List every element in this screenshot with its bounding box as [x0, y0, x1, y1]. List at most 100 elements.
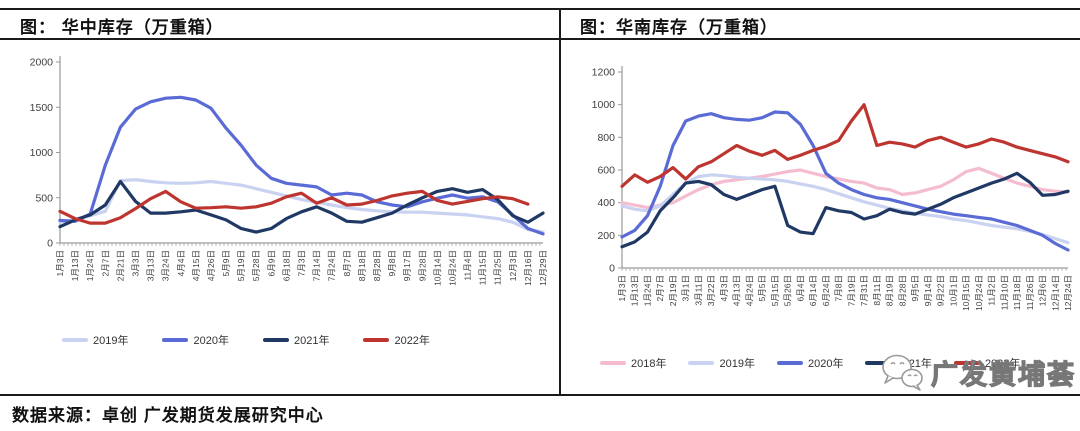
svg-text:10月1日: 10月1日 [948, 275, 958, 306]
svg-text:7月3日: 7月3日 [297, 250, 307, 276]
svg-text:1月3日: 1月3日 [55, 250, 65, 276]
svg-text:4月13日: 4月13日 [732, 275, 742, 306]
series-line-2019年 [620, 173, 1070, 245]
legend-item-2018年: 2018年 [600, 355, 666, 371]
svg-text:6月14日: 6月14日 [808, 275, 818, 306]
svg-text:11月18日: 11月18日 [1012, 275, 1022, 310]
series-line-2018年 [620, 166, 1070, 210]
legend-south-china: 2018年 2019年 2020年 2021年 2022年 [600, 355, 1020, 371]
series-line-2020年 [620, 110, 1070, 252]
legend-item-2022年: 2022年 [953, 355, 1021, 371]
svg-text:12月29日: 12月29日 [538, 250, 548, 286]
legend-label: 2018年 [631, 358, 667, 370]
svg-text:1月24日: 1月24日 [642, 275, 652, 306]
watermark-text: 广发黄埔荟 [930, 359, 1076, 390]
legend-item-2019年: 2019年 [62, 332, 128, 348]
svg-text:9月17日: 9月17日 [402, 250, 412, 281]
svg-text:200: 200 [597, 230, 615, 242]
svg-text:3月24日: 3月24日 [161, 250, 171, 281]
svg-text:2月7日: 2月7日 [655, 275, 665, 301]
svg-text:6月24日: 6月24日 [821, 275, 831, 306]
central-china-inventory-chart: 0 500 1000 1500 2000 1月3日 1月13日 1月24日 2月7日 2月21日 3… [30, 56, 548, 286]
wechat-logo-icon [882, 354, 923, 391]
chart-title-south-china: 图：华南库存（万重箱） [580, 18, 778, 37]
svg-text:500: 500 [35, 192, 53, 204]
svg-text:10月24日: 10月24日 [447, 250, 457, 286]
legend-label: 2019年 [93, 335, 129, 347]
svg-text:9月8日: 9月8日 [387, 250, 397, 276]
svg-text:5月15日: 5月15日 [770, 275, 780, 306]
svg-text:400: 400 [597, 197, 615, 209]
legend-label: 2019年 [719, 358, 755, 370]
legend-item-2020年: 2020年 [776, 355, 844, 371]
svg-text:6月4日: 6月4日 [795, 275, 805, 301]
series-line-2021年 [58, 179, 545, 234]
svg-text:4月26日: 4月26日 [206, 250, 216, 281]
svg-text:4月24日: 4月24日 [744, 275, 754, 306]
legend-swatch [688, 361, 715, 365]
svg-text:3月11日: 3月11日 [693, 275, 703, 306]
title-underline-rule [0, 38, 1080, 40]
series-line-2021年 [620, 171, 1070, 249]
svg-text:1000: 1000 [592, 99, 616, 111]
svg-text:10月14日: 10月14日 [432, 250, 442, 286]
svg-text:5月9日: 5月9日 [221, 250, 231, 276]
svg-text:8月28日: 8月28日 [897, 275, 907, 306]
svg-text:600: 600 [597, 165, 615, 177]
legend-swatch [262, 338, 289, 342]
legend-label: 2022年 [984, 358, 1021, 370]
svg-text:2月7日: 2月7日 [100, 250, 110, 276]
legend-label: 2021年 [293, 335, 330, 347]
svg-text:1月13日: 1月13日 [630, 275, 640, 306]
svg-text:11月10日: 11月10日 [999, 275, 1009, 310]
svg-text:11月25日: 11月25日 [493, 250, 503, 285]
watermark: 广发黄埔荟 [879, 352, 1076, 392]
svg-text:2000: 2000 [30, 57, 54, 69]
bottom-rule [0, 394, 1080, 396]
svg-text:5月5日: 5月5日 [757, 275, 767, 301]
legend-swatch [865, 361, 892, 365]
svg-text:11月15日: 11月15日 [478, 250, 488, 285]
svg-text:6月18日: 6月18日 [281, 250, 291, 281]
svg-text:7月19日: 7月19日 [846, 275, 856, 306]
legend-swatch [600, 361, 626, 365]
svg-text:11月4日: 11月4日 [463, 250, 473, 281]
svg-text:8月28日: 8月28日 [372, 250, 382, 281]
svg-text:1200: 1200 [592, 67, 616, 79]
legend-item-2021年: 2021年 [262, 332, 330, 348]
svg-text:6月9日: 6月9日 [266, 250, 276, 276]
svg-text:3月1日: 3月1日 [681, 275, 691, 301]
svg-text:8月11日: 8月11日 [872, 275, 882, 306]
svg-text:4月15日: 4月15日 [191, 250, 201, 281]
svg-text:11月2日: 11月2日 [987, 275, 997, 306]
svg-text:0: 0 [47, 238, 53, 250]
legend-item-2022年: 2022年 [363, 332, 430, 348]
legend-swatch [162, 338, 189, 342]
legend-swatch [62, 338, 88, 342]
svg-text:800: 800 [597, 132, 615, 144]
svg-text:12月24日: 12月24日 [1063, 275, 1073, 311]
series-line-2022年 [620, 103, 1070, 188]
svg-text:9月14日: 9月14日 [923, 275, 933, 306]
series-line-2019年 [58, 178, 545, 234]
svg-text:9月22日: 9月22日 [936, 275, 946, 306]
panel-divider [559, 8, 561, 396]
svg-text:7月14日: 7月14日 [312, 250, 322, 281]
svg-text:1月24日: 1月24日 [85, 250, 95, 281]
svg-text:7月24日: 7月24日 [327, 250, 337, 281]
svg-text:1月13日: 1月13日 [70, 250, 80, 281]
svg-text:4月4日: 4月4日 [176, 250, 186, 276]
legend-swatch [776, 361, 803, 365]
legend-label: 2020年 [807, 358, 844, 370]
svg-text:10月15日: 10月15日 [961, 275, 971, 311]
svg-text:12月16日: 12月16日 [523, 250, 533, 286]
svg-text:9月5日: 9月5日 [910, 275, 920, 301]
legend-swatch [363, 338, 390, 342]
svg-text:7月8日: 7月8日 [834, 275, 844, 301]
svg-text:4月3日: 4月3日 [719, 275, 729, 301]
svg-text:2月21日: 2月21日 [115, 250, 125, 281]
svg-text:9月28日: 9月28日 [417, 250, 427, 281]
svg-text:12月14日: 12月14日 [1050, 275, 1060, 311]
svg-text:2月19日: 2月19日 [668, 275, 678, 306]
svg-text:5月19日: 5月19日 [236, 250, 246, 281]
